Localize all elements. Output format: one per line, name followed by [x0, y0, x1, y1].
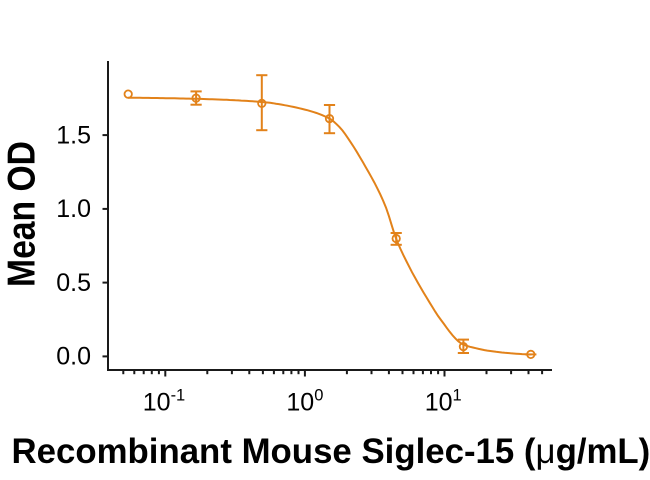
svg-text:1.0: 1.0: [56, 195, 91, 223]
svg-text:Recombinant Mouse Siglec-15 (μ: Recombinant Mouse Siglec-15 (μg/mL): [12, 432, 650, 471]
svg-text:1.5: 1.5: [56, 121, 91, 149]
svg-text:0.0: 0.0: [56, 343, 91, 371]
svg-text:Mean OD: Mean OD: [1, 141, 44, 287]
svg-text:0.5: 0.5: [56, 269, 91, 297]
